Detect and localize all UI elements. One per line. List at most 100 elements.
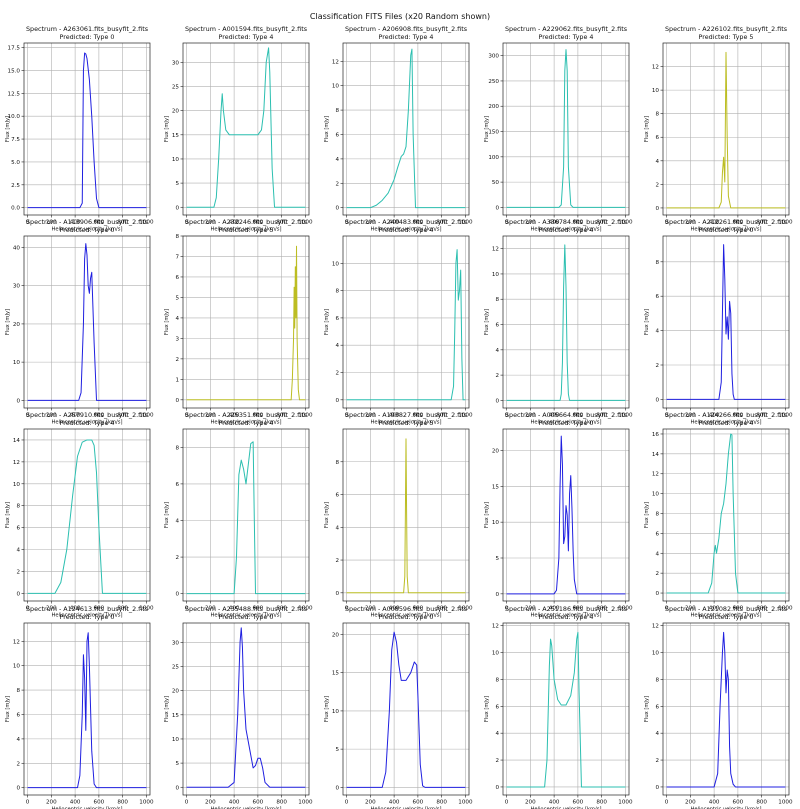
subplot-subtitle: Predicted: Type 5 xyxy=(379,419,434,427)
y-axis-label: Flux [mJy] xyxy=(164,309,170,335)
x-tick-label: 200 xyxy=(365,606,376,612)
x-tick-label: 600 xyxy=(253,413,264,419)
axes-frame xyxy=(342,428,470,602)
y-tick-label: 8 xyxy=(175,445,179,451)
x-tick-label: 1000 xyxy=(298,606,313,612)
axes-frame xyxy=(342,42,470,216)
subplot-title: Spectrum - A212261.fits_busyfit_2.fits xyxy=(665,218,788,226)
x-tick-label: 800 xyxy=(276,413,287,419)
spectrum-line xyxy=(666,433,786,594)
y-tick-label: 5 xyxy=(495,556,499,562)
subplot-subtitle: Predicted: Type 4 xyxy=(539,33,594,41)
x-tick-label: 400 xyxy=(549,800,560,806)
y-tick-label: 12.5 xyxy=(8,91,21,97)
x-tick-label: 400 xyxy=(229,220,240,226)
y-tick-label: 0 xyxy=(16,591,20,597)
y-tick-label: 20 xyxy=(172,689,180,695)
x-tick-label: 600 xyxy=(573,606,584,612)
axes-frame xyxy=(182,42,310,216)
y-tick-label: 6 xyxy=(495,323,499,329)
subplot-subtitle: Predicted: Type 4 xyxy=(539,226,594,234)
y-tick-label: 10 xyxy=(332,709,340,715)
y-tick-label: 6 xyxy=(655,294,659,300)
axes-frame xyxy=(502,428,630,602)
x-tick-label: 0 xyxy=(345,606,349,612)
x-tick-label: 1000 xyxy=(458,220,473,226)
y-axis-label: Flux [mJy] xyxy=(5,696,11,722)
x-tick-label: 1000 xyxy=(139,220,154,226)
subplot-17: Spectrum - A235488.fits_busyfit_2.fitsPr… xyxy=(164,605,313,809)
subplot-2: Spectrum - A001594.fits_busyfit_2.fitsPr… xyxy=(164,25,313,233)
y-tick-label: 8 xyxy=(655,260,659,266)
y-tick-label: 0 xyxy=(16,398,20,404)
spectrum-line xyxy=(506,244,626,401)
subplot-9: Spectrum - A336784.fits_busyfit_2.fitsPr… xyxy=(484,218,633,426)
subplot-title: Spectrum - A124613.fits_busyfit_2.fits xyxy=(26,605,149,613)
axes-frame xyxy=(182,622,310,796)
x-tick-label: 0 xyxy=(505,220,509,226)
y-tick-label: 5 xyxy=(175,761,179,767)
y-tick-label: 10 xyxy=(492,651,500,657)
axes-frame xyxy=(23,42,151,216)
x-axis-label: Heliocentric velocity [km/s] xyxy=(210,613,281,619)
y-axis-label: Flux [mJy] xyxy=(324,309,330,335)
y-tick-label: 12 xyxy=(332,59,339,65)
y-tick-label: 2 xyxy=(16,569,20,575)
x-tick-label: 0 xyxy=(505,413,509,419)
y-tick-label: 10.0 xyxy=(8,114,21,120)
y-tick-label: 100 xyxy=(488,155,499,161)
x-tick-label: 0 xyxy=(505,606,509,612)
y-tick-label: 30 xyxy=(13,284,21,290)
spectrum-line xyxy=(27,632,147,789)
x-tick-label: 1000 xyxy=(778,800,793,806)
y-tick-label: 15 xyxy=(172,713,180,719)
x-tick-label: 1000 xyxy=(618,800,633,806)
x-tick-label: 800 xyxy=(117,606,128,612)
axes-frame xyxy=(23,622,151,796)
x-tick-label: 400 xyxy=(709,606,720,612)
y-axis-label: Flux [mJy] xyxy=(324,116,330,142)
y-tick-label: 0 xyxy=(495,398,499,404)
x-axis-label: Heliocentric velocity [km/s] xyxy=(51,613,122,619)
x-tick-label: 600 xyxy=(94,220,105,226)
x-tick-label: 0 xyxy=(665,413,669,419)
subplot-title: Spectrum - A008596.fits_busyfit_2.fits xyxy=(345,605,468,613)
x-tick-label: 800 xyxy=(276,606,287,612)
y-tick-label: 5.0 xyxy=(11,160,20,166)
y-axis-label: Flux [mJy] xyxy=(484,502,490,528)
y-tick-label: 6 xyxy=(655,135,659,141)
y-tick-label: 6 xyxy=(16,526,20,532)
subplot-12: Spectrum - A225351.fits_busyfit_2.fitsPr… xyxy=(164,411,313,619)
x-axis-label: Heliocentric velocity [km/s] xyxy=(51,227,122,233)
x-tick-label: 600 xyxy=(413,606,424,612)
spectrum-line xyxy=(186,245,306,401)
x-tick-label: 400 xyxy=(229,413,240,419)
subplot-subtitle: Predicted: Type 4 xyxy=(219,33,274,41)
y-tick-label: 12 xyxy=(13,639,20,645)
x-tick-label: 200 xyxy=(365,220,376,226)
y-tick-label: 10 xyxy=(332,261,340,267)
subplot-14: Spectrum - A005664.fits_busyfit_2.fitsPr… xyxy=(484,411,633,619)
y-tick-label: 4 xyxy=(655,159,659,165)
subplot-6: Spectrum - A113906.fits_busyfit_2.fitsPr… xyxy=(5,218,154,426)
x-tick-label: 400 xyxy=(709,413,720,419)
y-tick-label: 4 xyxy=(495,348,499,354)
y-tick-label: 15 xyxy=(332,671,340,677)
subplot-subtitle: Predicted: Type 4 xyxy=(699,419,754,427)
y-axis-label: Flux [mJy] xyxy=(164,116,170,142)
x-tick-label: 600 xyxy=(253,220,264,226)
y-tick-label: 0 xyxy=(175,398,179,404)
x-tick-label: 0 xyxy=(185,413,189,419)
y-tick-label: 0 xyxy=(335,398,339,404)
axes-frame xyxy=(23,235,151,409)
y-tick-label: 8 xyxy=(655,112,659,118)
x-tick-label: 200 xyxy=(685,220,696,226)
y-tick-label: 15.0 xyxy=(8,68,21,74)
y-axis-label: Flux [mJy] xyxy=(5,502,11,528)
y-axis-label: Flux [mJy] xyxy=(484,696,490,722)
y-tick-label: 10 xyxy=(492,520,500,526)
y-tick-label: 1 xyxy=(175,377,179,383)
y-tick-label: 14 xyxy=(13,438,21,444)
